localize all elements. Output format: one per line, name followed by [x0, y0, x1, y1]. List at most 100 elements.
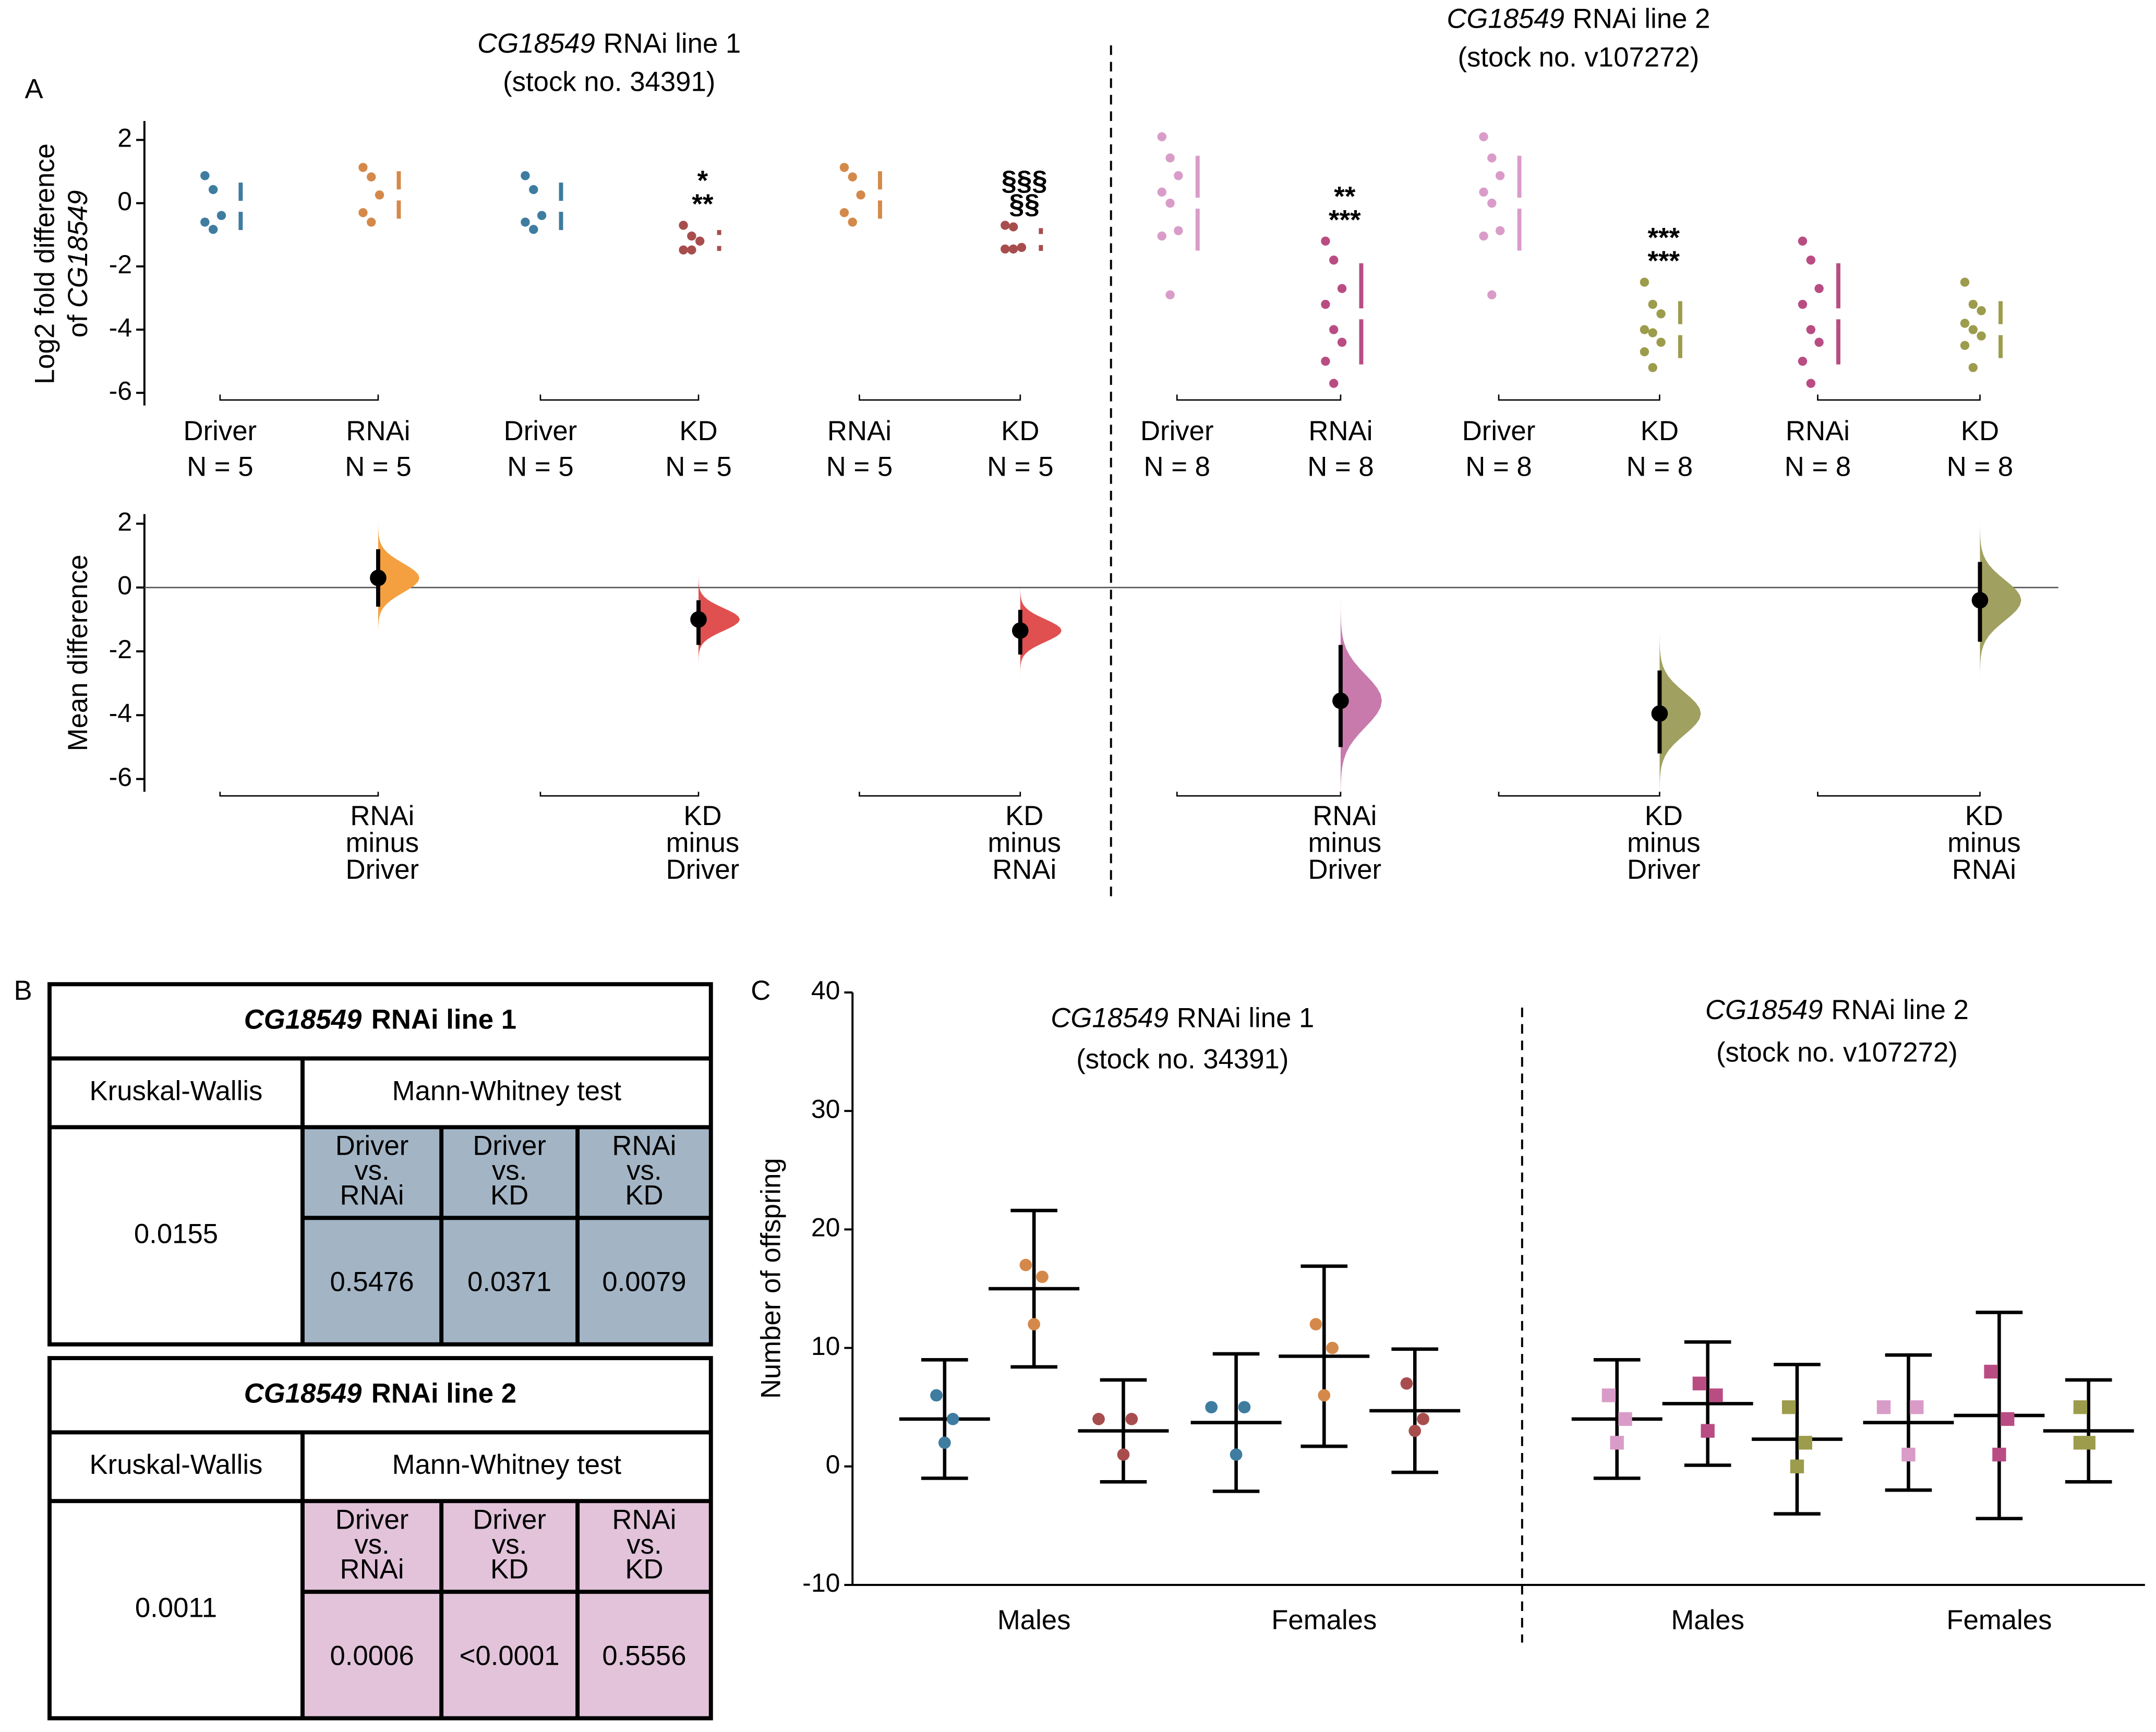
- data-point: [1400, 1377, 1413, 1390]
- data-point: [1125, 1413, 1138, 1425]
- bootstrap-distribution: [1659, 628, 1701, 798]
- group-name: KD: [679, 416, 717, 446]
- data-point: [1656, 337, 1666, 347]
- data-point: [1321, 299, 1330, 309]
- table-header: Mann-Whitney test: [392, 1449, 622, 1480]
- group-n: N = 5: [987, 452, 1053, 482]
- group-name: RNAi: [827, 416, 892, 446]
- group-n: N = 5: [187, 452, 253, 482]
- mean-difference: [1011, 622, 1029, 639]
- data-point: [1960, 277, 1970, 287]
- group-name: Driver: [504, 416, 577, 446]
- gene-name: CG18549: [1447, 3, 1564, 34]
- data-point: [1036, 1270, 1049, 1283]
- data-point: [1487, 290, 1497, 300]
- comparison-label: KD: [625, 1180, 663, 1211]
- y-tick-label: -4: [109, 699, 133, 728]
- comparison-label: RNAi: [1952, 854, 2016, 885]
- data-point: [1318, 1389, 1331, 1402]
- significance-mark: **: [692, 189, 714, 220]
- y-label-line: of CG18549: [63, 190, 93, 338]
- data-point: [1337, 337, 1347, 347]
- kruskal-p: 0.0155: [134, 1218, 218, 1249]
- comparison-label: Driver: [473, 1131, 546, 1161]
- table-border: [47, 982, 713, 1347]
- y-tick-label: -10: [802, 1568, 840, 1597]
- data-point: [1960, 341, 1970, 350]
- data-point: [1977, 331, 1986, 341]
- data-point: [839, 163, 849, 172]
- comparison-label: KD: [625, 1554, 663, 1585]
- data-point: [946, 1413, 959, 1425]
- data-point: [1806, 325, 1816, 334]
- group-n: N = 8: [1465, 452, 1532, 482]
- line-name: RNAi line 1: [1177, 1003, 1315, 1034]
- data-point: [1495, 226, 1505, 235]
- gene-name: CG18549: [1051, 1003, 1169, 1034]
- group-name: RNAi: [346, 416, 410, 446]
- comparison-label: vs.: [627, 1529, 661, 1560]
- comparison-label: Driver: [473, 1505, 546, 1535]
- comparison-label: KD: [1965, 801, 2003, 831]
- y-tick-label: -2: [109, 635, 133, 664]
- data-point: [1321, 236, 1330, 246]
- x-tick-label: Females: [1946, 1605, 2052, 1636]
- comparison-label: minus: [666, 828, 740, 858]
- comparison-label: minus: [1627, 828, 1701, 858]
- data-point: [1157, 231, 1166, 241]
- data-point: [1901, 1447, 1916, 1462]
- data-point: [1230, 1448, 1243, 1461]
- data-point: [521, 171, 530, 180]
- data-point: [1479, 231, 1488, 241]
- y-tick-label: 2: [117, 507, 132, 536]
- data-point: [1798, 1436, 1812, 1450]
- data-point: [367, 172, 376, 181]
- comparison-label: KD: [683, 801, 721, 831]
- data-point: [208, 225, 218, 234]
- data-point: [1205, 1401, 1218, 1414]
- group-name: RNAi: [1786, 416, 1850, 446]
- data-point: [1610, 1436, 1624, 1450]
- line-name: RNAi line 2: [1573, 3, 1711, 34]
- mean-difference: [370, 570, 387, 586]
- data-point: [1017, 243, 1027, 252]
- data-point: [856, 190, 865, 200]
- comparison-label: Driver: [1627, 854, 1701, 885]
- bracket: [1498, 394, 1660, 401]
- mean-difference: [690, 611, 707, 628]
- group-name: KD: [1001, 416, 1039, 446]
- data-point: [200, 217, 210, 227]
- comparison-label: Driver: [335, 1505, 409, 1535]
- data-point: [1640, 325, 1649, 334]
- data-point: [1008, 244, 1018, 254]
- significance-mark: *: [697, 165, 708, 196]
- line-name: RNAi line 2: [1831, 995, 1969, 1025]
- data-point: [1165, 290, 1175, 300]
- y-tick-label: 30: [811, 1094, 840, 1123]
- significance-mark: **: [1334, 181, 1356, 212]
- data-point: [1117, 1448, 1130, 1461]
- bracket: [859, 792, 1021, 797]
- data-point: [1876, 1400, 1891, 1414]
- data-point: [1321, 356, 1330, 366]
- data-point: [695, 236, 705, 246]
- x-tick-label: Males: [1671, 1605, 1744, 1636]
- y-tick-label: 40: [811, 976, 840, 1005]
- panel-label: B: [14, 975, 32, 1006]
- group-name: RNAi: [1308, 416, 1372, 446]
- data-point: [1640, 277, 1649, 287]
- bracket: [1817, 792, 1981, 797]
- data-point: [1329, 255, 1339, 265]
- comparison-label: minus: [1947, 828, 2021, 858]
- y-axis-label: Mean difference: [63, 554, 93, 751]
- mean-difference: [1332, 692, 1349, 709]
- data-point: [2001, 1412, 2015, 1426]
- line-name: RNAi line 2: [371, 1378, 516, 1409]
- data-point: [938, 1436, 951, 1449]
- comparison-label: RNAi: [612, 1131, 676, 1161]
- gene-name: CG18549: [63, 190, 93, 308]
- group-name: Driver: [1140, 416, 1214, 446]
- table-header: Kruskal-Wallis: [90, 1449, 263, 1480]
- kruskal-p: 0.0011: [135, 1592, 217, 1623]
